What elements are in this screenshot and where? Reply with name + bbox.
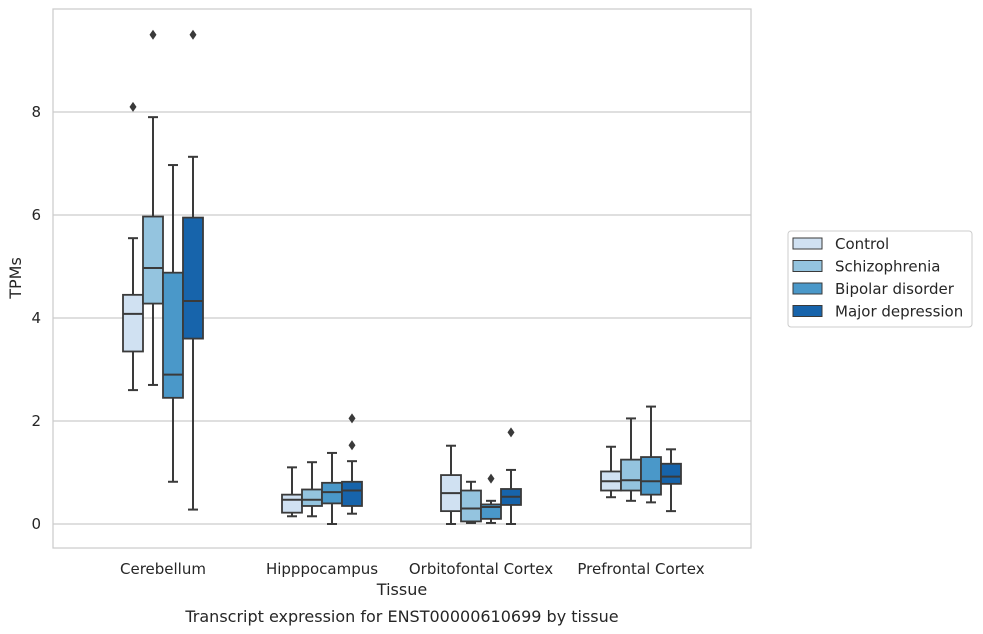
legend-label: Major depression — [835, 303, 963, 321]
box-body — [142, 215, 164, 305]
box-1-2 — [460, 480, 482, 524]
outlier-point — [149, 29, 157, 40]
box-body — [341, 480, 363, 507]
outlier-point — [129, 101, 137, 112]
box-body — [460, 489, 482, 523]
x-tick-label: Prefrontal Cortex — [577, 560, 704, 578]
y-tick-label: 2 — [31, 412, 41, 430]
outlier-point — [487, 473, 495, 484]
box-body — [321, 481, 343, 505]
legend-label: Schizophrenia — [835, 258, 940, 276]
x-tick-label: Hipppocampus — [266, 560, 378, 578]
box-3-2 — [500, 427, 522, 525]
box-1-1 — [301, 461, 323, 518]
box-2-0 — [162, 164, 184, 483]
outlier-point — [189, 29, 197, 40]
box-0-2 — [440, 444, 462, 525]
box-body — [122, 293, 144, 353]
y-tick-label: 4 — [31, 309, 41, 327]
box-body — [182, 216, 204, 340]
outlier-point — [348, 413, 356, 424]
legend-swatch — [792, 237, 823, 250]
box-2-1 — [321, 451, 343, 525]
y-tick-labels: 0 2 4 6 8 — [31, 103, 41, 533]
y-tick-label: 0 — [31, 515, 41, 533]
box-body — [660, 462, 682, 485]
x-tick-label: Orbitofontal Cortex — [409, 560, 553, 578]
box-1-3 — [620, 417, 642, 502]
box-body — [162, 271, 184, 399]
legend-swatch — [792, 305, 823, 317]
outlier-point — [348, 440, 356, 451]
y-tick-label: 6 — [31, 206, 41, 224]
x-axis-label: Tissue — [376, 580, 427, 599]
chart-caption: Transcript expression for ENST0000061069… — [184, 607, 618, 626]
box-body — [480, 503, 502, 520]
box-0-3 — [600, 445, 622, 499]
outlier-point — [507, 427, 515, 438]
x-tick-labels: Cerebellum Hipppocampus Orbitofontal Corte… — [120, 560, 705, 578]
y-axis-label: TPMs — [6, 257, 25, 300]
legend-swatch — [792, 260, 823, 272]
y-tick-label: 8 — [31, 103, 41, 121]
box-1-0 — [142, 29, 164, 386]
legend-label: Control — [835, 235, 889, 253]
box-body — [620, 458, 642, 492]
plot-frame — [52, 8, 752, 549]
legend-frame — [787, 230, 973, 328]
legend-swatch — [792, 282, 823, 295]
box-2-2 — [480, 473, 502, 524]
box-body — [640, 456, 662, 496]
box-3-3 — [660, 448, 682, 513]
box-0-0 — [122, 101, 144, 392]
box-3-0 — [182, 29, 204, 511]
box-2-3 — [640, 405, 662, 504]
box-body — [301, 488, 323, 507]
box-body — [281, 493, 303, 514]
x-tick-label: Cerebellum — [120, 560, 206, 578]
legend: Control Schizophrenia Bipolar disorder Majo… — [787, 230, 973, 328]
box-3-1 — [341, 413, 363, 515]
box-0-1 — [281, 466, 303, 518]
legend-label: Bipolar disorder — [835, 280, 955, 298]
box-groups — [122, 29, 682, 525]
